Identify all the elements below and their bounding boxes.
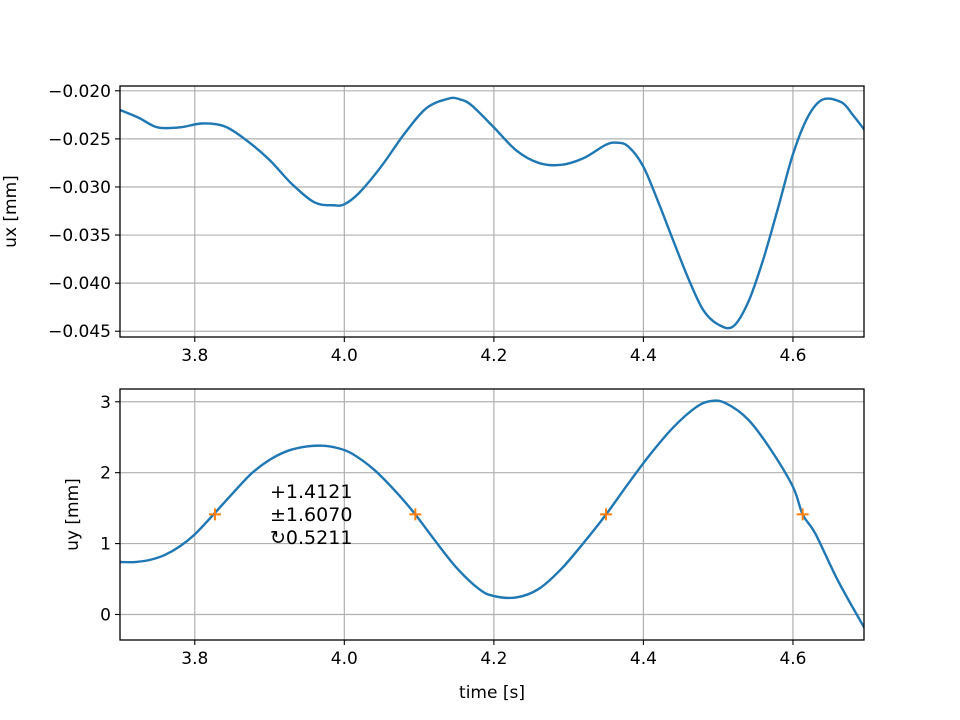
uy-subplot: 3.8 4.0 4.2 4.4 4.6 0 1 2 3 uy [mm] time [s] +1.…: [63, 388, 865, 703]
ux-x-tick-label: 3.8: [181, 346, 208, 366]
ux-y-tick-label: −0.025: [48, 130, 111, 150]
uy-series-line: [120, 399, 864, 629]
uy-x-tick-label: 3.8: [181, 649, 208, 669]
uy-y-axis-label: uy [mm]: [63, 478, 83, 551]
uy-x-tick-label: 4.2: [480, 649, 507, 669]
ux-series-line: [120, 96, 864, 330]
ux-y-axis-label: ux [mm]: [1, 175, 21, 248]
uy-crossing-marker: [796, 508, 809, 521]
ux-y-tick-label: −0.020: [48, 82, 111, 102]
uy-gridlines: [120, 389, 864, 640]
uy-marker-layer: [208, 508, 809, 521]
ux-x-tick-label: 4.6: [779, 346, 806, 366]
uy-y-tick-label: 0: [100, 605, 111, 625]
ux-y-tick-label: −0.030: [48, 178, 111, 198]
ux-ticks: 3.8 4.0 4.2 4.4 4.6 −0.020 −0.025 −0.030 −0.035 −…: [48, 82, 806, 366]
uy-crossing-marker: [208, 508, 221, 521]
annotation-line-1: +1.4121: [270, 481, 352, 503]
ux-axes-frame: [119, 85, 865, 338]
uy-x-tick-label: 4.6: [779, 649, 806, 669]
uy-ticks: 3.8 4.0 4.2 4.4 4.6 0 1 2 3: [100, 393, 806, 669]
uy-y-tick-label: 2: [100, 464, 111, 484]
ux-subplot: 3.8 4.0 4.2 4.4 4.6 −0.020 −0.025 −0.030 −0.035 −…: [1, 82, 865, 366]
ux-x-tick-label: 4.4: [630, 346, 657, 366]
annotation-line-3: ↻0.5211: [270, 527, 352, 549]
uy-crossing-marker: [409, 508, 422, 521]
ux-y-tick-label: −0.035: [48, 226, 111, 246]
ux-y-tick-label: −0.045: [48, 322, 111, 342]
ux-series-layer: [120, 96, 864, 330]
annotation-line-2: ±1.6070: [270, 504, 352, 526]
uy-series-layer: [120, 399, 864, 629]
uy-x-tick-label: 4.0: [331, 649, 358, 669]
uy-x-tick-label: 4.4: [630, 649, 657, 669]
uy-y-tick-label: 1: [100, 535, 111, 555]
ux-y-tick-label: −0.040: [48, 274, 111, 294]
uy-y-tick-label: 3: [100, 393, 111, 413]
uy-axes-frame: [119, 388, 865, 641]
ux-x-tick-label: 4.0: [331, 346, 358, 366]
uy-crossing-marker: [600, 508, 613, 521]
ux-x-tick-label: 4.2: [480, 346, 507, 366]
x-axis-label: time [s]: [459, 683, 525, 703]
